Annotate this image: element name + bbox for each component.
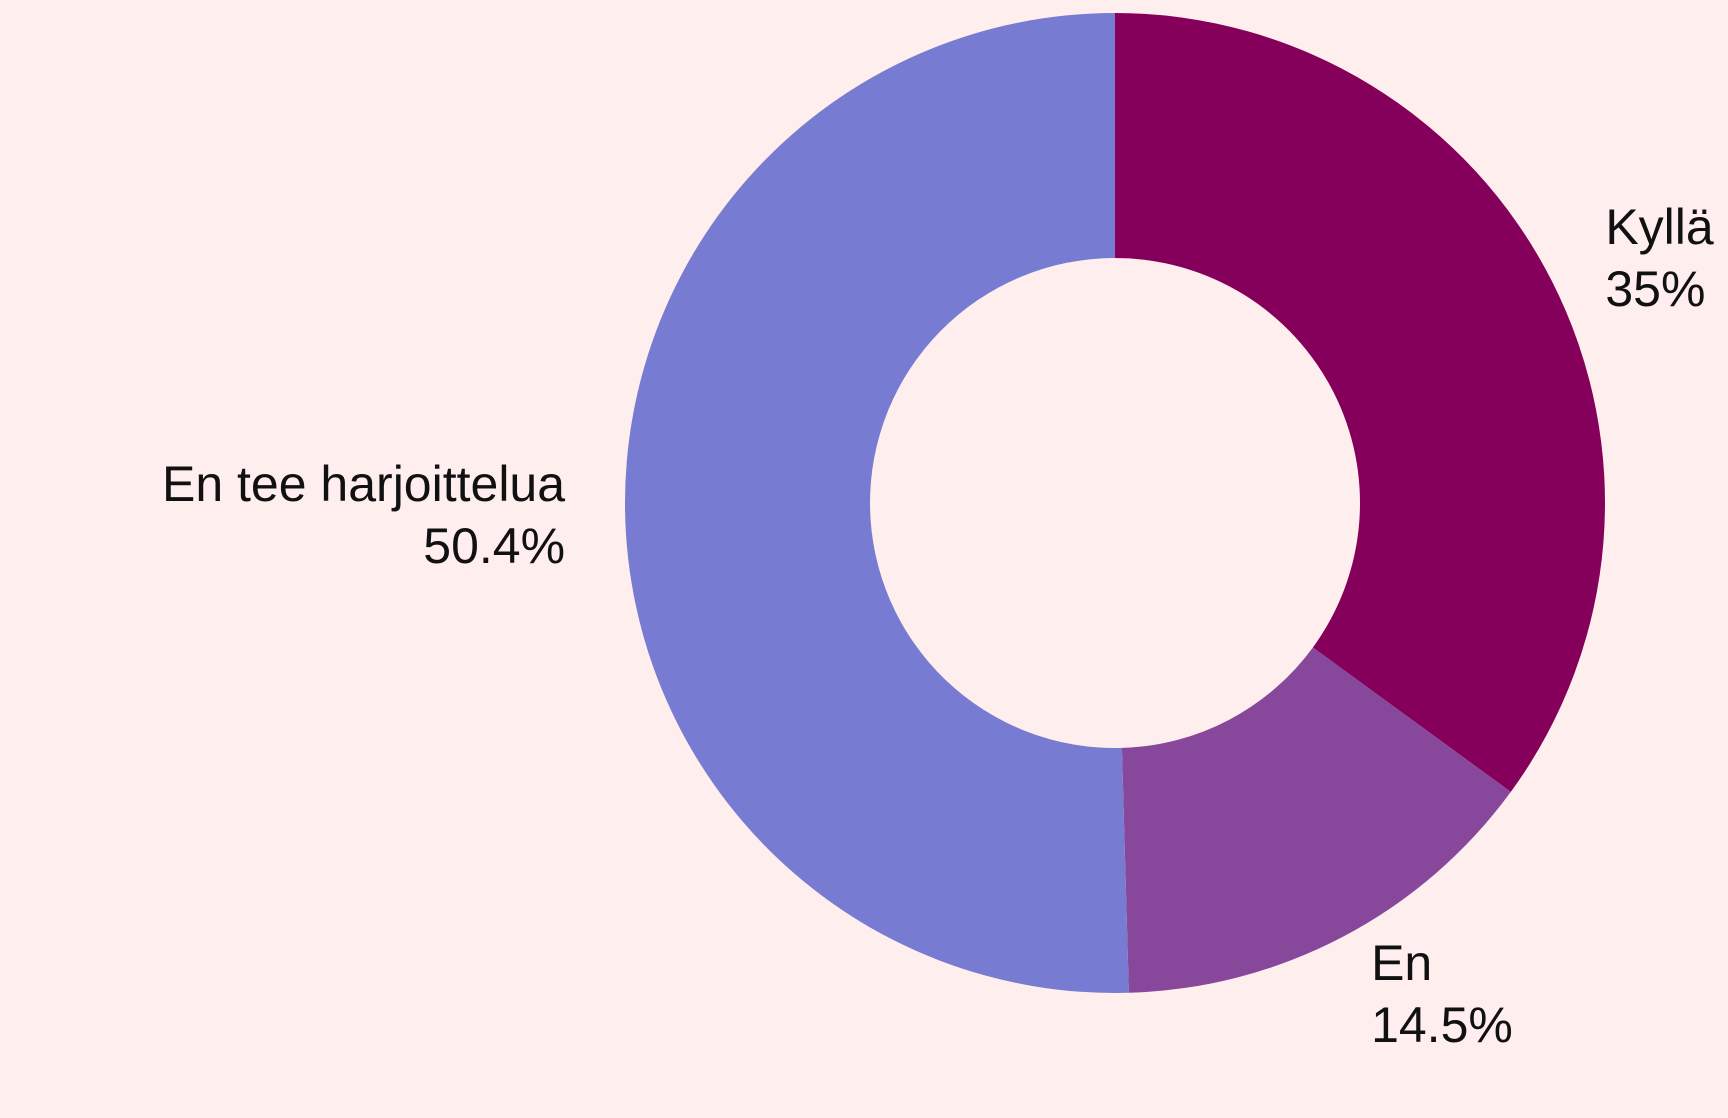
slice-value: 50.4% <box>423 518 565 574</box>
slice-label: En tee harjoittelua 50.4% <box>162 456 565 574</box>
slice-value: 35% <box>1605 261 1705 317</box>
slice <box>624 13 1129 994</box>
slice-name: En <box>1371 935 1432 991</box>
slice-label: En 14.5% <box>1371 935 1513 1053</box>
slice <box>1115 13 1605 792</box>
slice-name: Kyllä <box>1605 199 1714 255</box>
slice-name: En tee harjoittelua <box>162 456 565 512</box>
slice-label: Kyllä 35% <box>1605 199 1714 317</box>
slice <box>1121 647 1511 993</box>
slice-value: 14.5% <box>1371 997 1513 1053</box>
